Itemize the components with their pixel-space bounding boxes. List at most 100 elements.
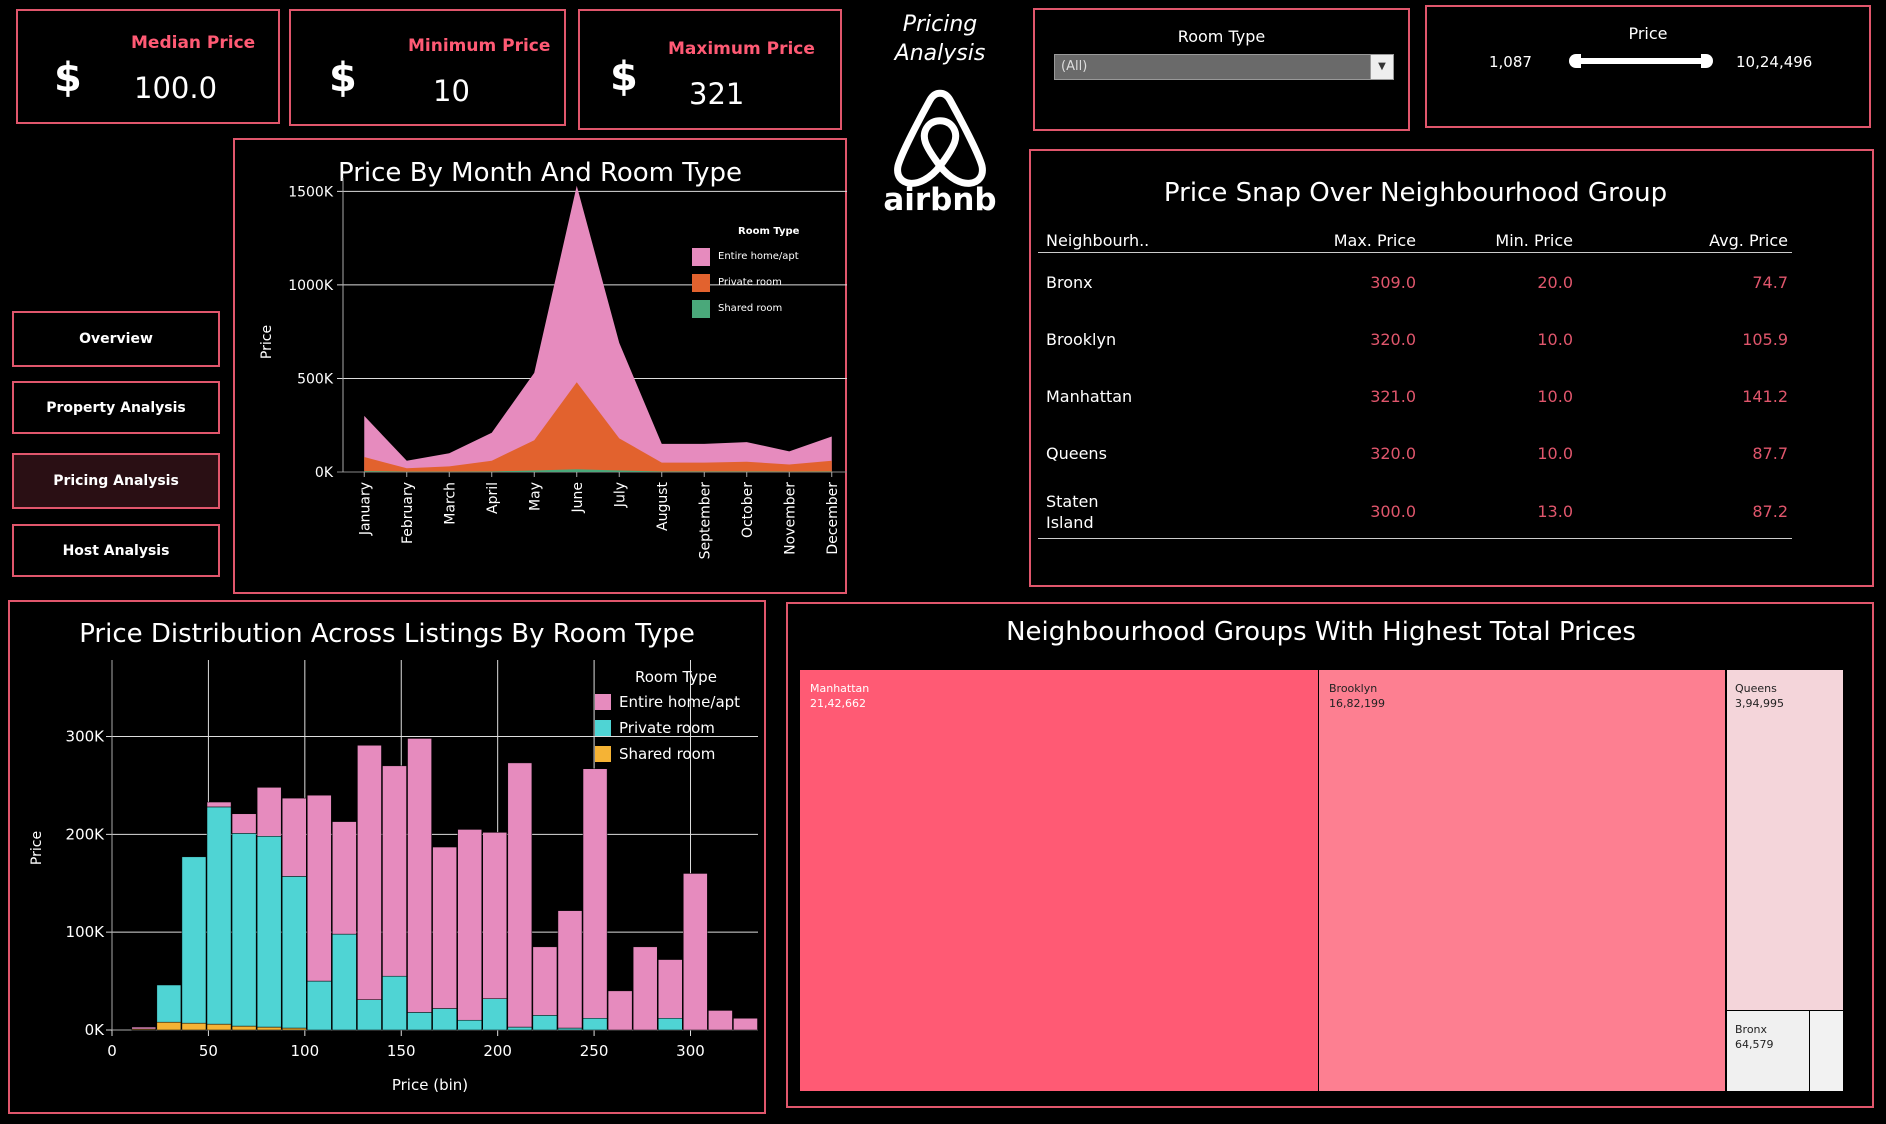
- table-cell-max: 309.0: [1370, 273, 1416, 292]
- price-range-slider[interactable]: [1569, 54, 1713, 68]
- table-panel: [1029, 149, 1874, 587]
- hist-bar-private: [432, 1008, 457, 1031]
- table-cell-name: Brooklyn: [1046, 330, 1117, 349]
- slider-handle-max[interactable]: [1701, 54, 1713, 68]
- y-tick-label: 100K: [66, 923, 106, 941]
- y-tick-label: 1000K: [288, 278, 334, 294]
- x-tick-label: 200: [483, 1042, 512, 1060]
- nav-overview[interactable]: Overview: [12, 311, 220, 367]
- table-cell-min: 10.0: [1537, 330, 1573, 349]
- table-cell-max: 300.0: [1370, 502, 1416, 521]
- legend-swatch: [692, 274, 710, 292]
- month-legend-item: Entire home/apt: [692, 248, 822, 268]
- hist-bar-entire: [382, 765, 407, 977]
- kpi-value: 100.0: [134, 71, 218, 105]
- kpi-card-maximum: $ Maximum Price 321: [578, 9, 842, 130]
- month-legend-item: Private room: [692, 274, 822, 294]
- x-tick-label: 250: [580, 1042, 609, 1060]
- kpi-value: 10: [433, 74, 470, 108]
- nav-property-analysis[interactable]: Property Analysis: [12, 381, 220, 434]
- table-row: Manhattan 321.0 10.0 141.2: [1036, 387, 1796, 435]
- table-cell-name: Bronx: [1046, 273, 1093, 292]
- treemap-cell-queens[interactable]: Queens 3,94,995: [1727, 670, 1843, 1010]
- table-cell-avg: 74.7: [1752, 273, 1788, 292]
- hist-bar-entire: [281, 797, 307, 877]
- page-title-line2: Analysis: [894, 41, 986, 66]
- hist-bar-private: [557, 1027, 583, 1031]
- page-title-line1: Pricing: [902, 12, 978, 37]
- histogram-legend-item: Shared room: [595, 745, 755, 765]
- table-cell-avg: 87.7: [1752, 444, 1788, 463]
- treemap-cell-value: 3,94,995: [1735, 697, 1784, 710]
- kpi-card-median: $ Median Price 100.0: [16, 9, 280, 124]
- nav-pricing-analysis[interactable]: Pricing Analysis: [12, 453, 220, 509]
- table-header-max-price[interactable]: Max. Price: [1333, 231, 1416, 250]
- treemap-cell-brooklyn[interactable]: Brooklyn 16,82,199: [1319, 670, 1725, 1091]
- legend-label: Private room: [619, 719, 715, 737]
- hist-bar-shared: [256, 1026, 282, 1031]
- hist-bar-entire: [357, 745, 382, 1000]
- hist-bar-private: [156, 984, 182, 1023]
- airbnb-logo-icon: [894, 89, 986, 187]
- table-cell-min: 10.0: [1537, 444, 1573, 463]
- hist-bar-shared: [181, 1022, 207, 1031]
- table-row: Brooklyn 320.0 10.0 105.9: [1036, 330, 1796, 378]
- hist-bar-entire: [256, 787, 282, 837]
- x-tick-label: 150: [387, 1042, 416, 1060]
- legend-swatch: [595, 746, 611, 762]
- table-footer-rule: [1038, 538, 1792, 539]
- price-filter: Price 1,087 10,24,496: [1425, 5, 1871, 128]
- x-tick-label: 0: [107, 1042, 117, 1060]
- area-series-entire: [364, 185, 832, 472]
- x-tick-label: January: [357, 482, 373, 536]
- histogram-legend: Room Type Entire home/apt Private room S…: [595, 668, 755, 768]
- hist-bar-private: [407, 1012, 432, 1031]
- hist-bar-entire: [482, 832, 508, 999]
- hist-bar-private: [206, 806, 232, 1025]
- room-type-select[interactable]: (All) ▼: [1054, 54, 1394, 80]
- nav-label: Host Analysis: [62, 542, 170, 559]
- table-header-row: Neighbourh.. Max. Price Min. Price Avg. …: [1036, 231, 1796, 251]
- treemap-cell-bronx[interactable]: Bronx 64,579: [1727, 1011, 1809, 1091]
- x-tick-label: February: [400, 482, 416, 544]
- x-tick-label: December: [825, 482, 841, 555]
- hist-bar-entire: [231, 813, 257, 834]
- room-type-filter: Room Type (All) ▼: [1033, 8, 1410, 131]
- table-header-avg-price[interactable]: Avg. Price: [1709, 231, 1788, 250]
- dollar-icon: $: [610, 54, 638, 100]
- treemap-cell-staten-island[interactable]: [1810, 1011, 1843, 1091]
- chevron-down-icon[interactable]: ▼: [1370, 55, 1393, 79]
- price-filter-label: Price: [1628, 24, 1668, 43]
- hist-bar-private: [307, 980, 332, 1031]
- y-tick-label: 0K: [85, 1021, 106, 1039]
- kpi-value: 321: [689, 77, 745, 111]
- slider-handle-min[interactable]: [1569, 54, 1581, 68]
- table-header-min-price[interactable]: Min. Price: [1495, 231, 1573, 250]
- histogram-legend-title: Room Type: [635, 668, 717, 686]
- table-cell-min: 10.0: [1537, 387, 1573, 406]
- room-type-label: Room Type: [1177, 27, 1266, 46]
- hist-bar-entire: [607, 990, 633, 1031]
- month-chart-ylabel: Price: [259, 324, 276, 360]
- x-tick-label: September: [697, 482, 713, 560]
- table-header-neighbourhood[interactable]: Neighbourh..: [1046, 231, 1150, 250]
- hist-bar-entire: [507, 762, 533, 1028]
- area-series-private: [364, 382, 832, 472]
- table-cell-name: Queens: [1046, 444, 1107, 463]
- kpi-card-minimum: $ Minimum Price 10: [289, 9, 566, 126]
- hist-bar-entire: [683, 873, 708, 1031]
- hist-bar-private: [532, 1015, 558, 1031]
- treemap-cell-manhattan[interactable]: Manhattan 21,42,662: [800, 670, 1318, 1091]
- hist-bar-entire: [307, 794, 332, 982]
- price-min-value: 1,087: [1489, 53, 1532, 71]
- table-cell-min: 13.0: [1537, 502, 1573, 521]
- hist-bar-entire: [131, 1026, 157, 1030]
- x-tick-label: 300: [676, 1042, 705, 1060]
- legend-swatch: [692, 300, 710, 318]
- kpi-label: Maximum Price: [668, 39, 815, 59]
- y-tick-label: 0K: [315, 465, 334, 481]
- legend-label: Private room: [718, 277, 782, 288]
- histogram-xlabel: Price (bin): [391, 1076, 469, 1094]
- dollar-icon: $: [329, 55, 357, 101]
- nav-host-analysis[interactable]: Host Analysis: [12, 524, 220, 577]
